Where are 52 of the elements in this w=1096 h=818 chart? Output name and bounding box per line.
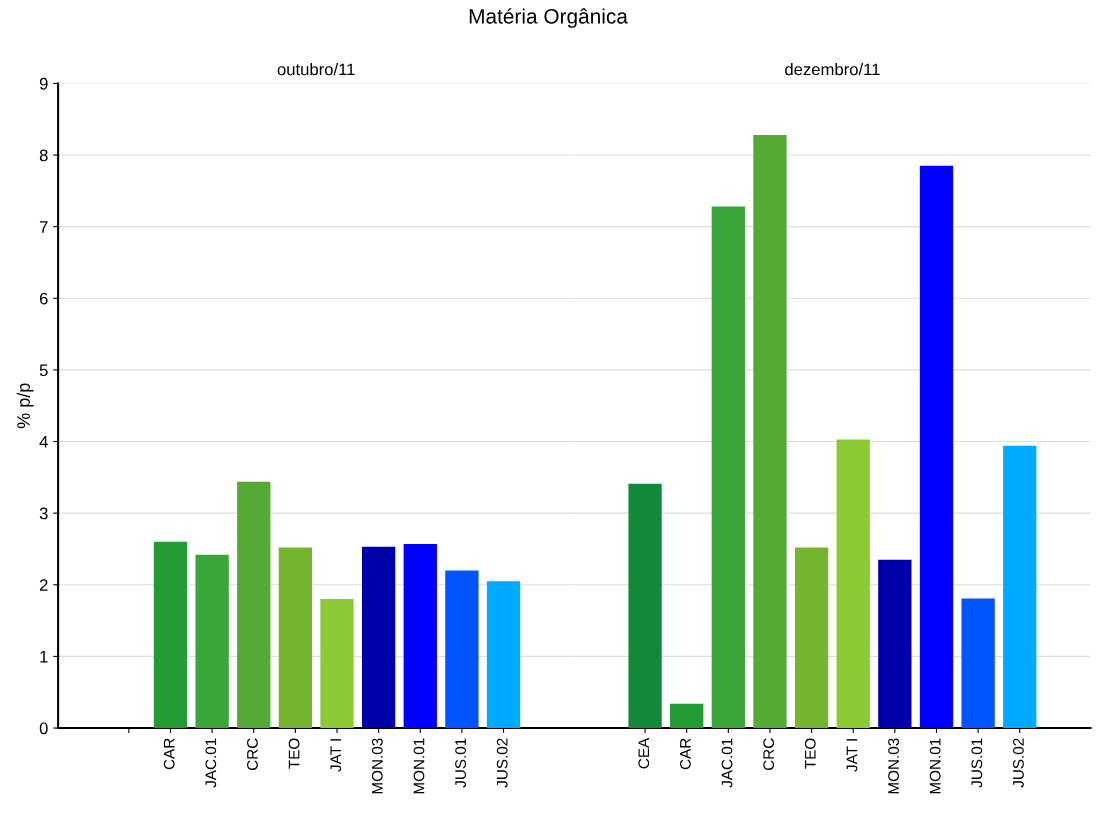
- bar: [836, 439, 870, 729]
- bar: [628, 483, 662, 729]
- bar: [919, 165, 954, 729]
- x-tick-label: JUS.01: [971, 738, 983, 788]
- y-tick-label: 4: [39, 436, 48, 448]
- x-tick-label: TEO: [804, 738, 816, 769]
- chart-subtitle: outubro/11: [277, 63, 355, 76]
- bar: [278, 547, 313, 729]
- bar: [878, 559, 912, 729]
- y-tick-label: 9: [39, 77, 48, 90]
- bar: [711, 206, 745, 729]
- x-tick-label: TEO: [288, 738, 300, 769]
- y-tick-label: 5: [39, 364, 48, 377]
- bar: [670, 703, 704, 729]
- x-tick-label: MON.01: [929, 738, 941, 794]
- bar: [486, 581, 521, 729]
- bar: [794, 547, 829, 729]
- x-tick-label: CRC: [763, 738, 775, 771]
- bar: [361, 546, 396, 729]
- y-tick-label: 8: [39, 149, 48, 162]
- bar: [320, 599, 354, 729]
- x-tick-label: MON.03: [371, 738, 383, 794]
- bar: [153, 541, 188, 729]
- x-tick-label: JAC.01: [205, 738, 217, 788]
- x-tick-label: JUS.02: [1013, 738, 1024, 788]
- bar: [961, 598, 995, 729]
- bar: [237, 481, 271, 729]
- y-tick-label: 1: [40, 650, 48, 663]
- x-tick-label: CAR: [163, 738, 175, 770]
- x-tick-label: JAT I: [330, 739, 342, 772]
- y-tick-label: 0: [39, 722, 48, 735]
- x-tick-label: JUS.01: [455, 738, 466, 788]
- x-tick-label: JAC.01: [721, 738, 733, 788]
- y-axis-title: % p/p: [16, 383, 34, 429]
- x-tick-label: JAT I: [846, 739, 858, 772]
- bar: [403, 543, 437, 729]
- chart-subtitle: dezembro/11: [785, 63, 880, 76]
- bar: [195, 554, 229, 729]
- x-tick-label: MON.01: [413, 738, 425, 794]
- x-tick-label: CAR: [679, 738, 691, 770]
- bar: [445, 570, 479, 729]
- x-tick-label: CEA: [638, 737, 650, 769]
- y-tick-label: 6: [39, 292, 48, 305]
- y-tick-label: 7: [39, 221, 48, 233]
- y-tick-label: 3: [39, 507, 48, 520]
- y-tick-label: 2: [39, 579, 48, 591]
- x-tick-label: JUS.02: [496, 738, 508, 788]
- chart-title: Matéria Orgânica: [469, 8, 628, 28]
- bar: [753, 135, 787, 729]
- bar: [1003, 445, 1037, 729]
- x-tick-label: MON.03: [888, 738, 899, 794]
- x-tick-label: CRC: [247, 738, 258, 771]
